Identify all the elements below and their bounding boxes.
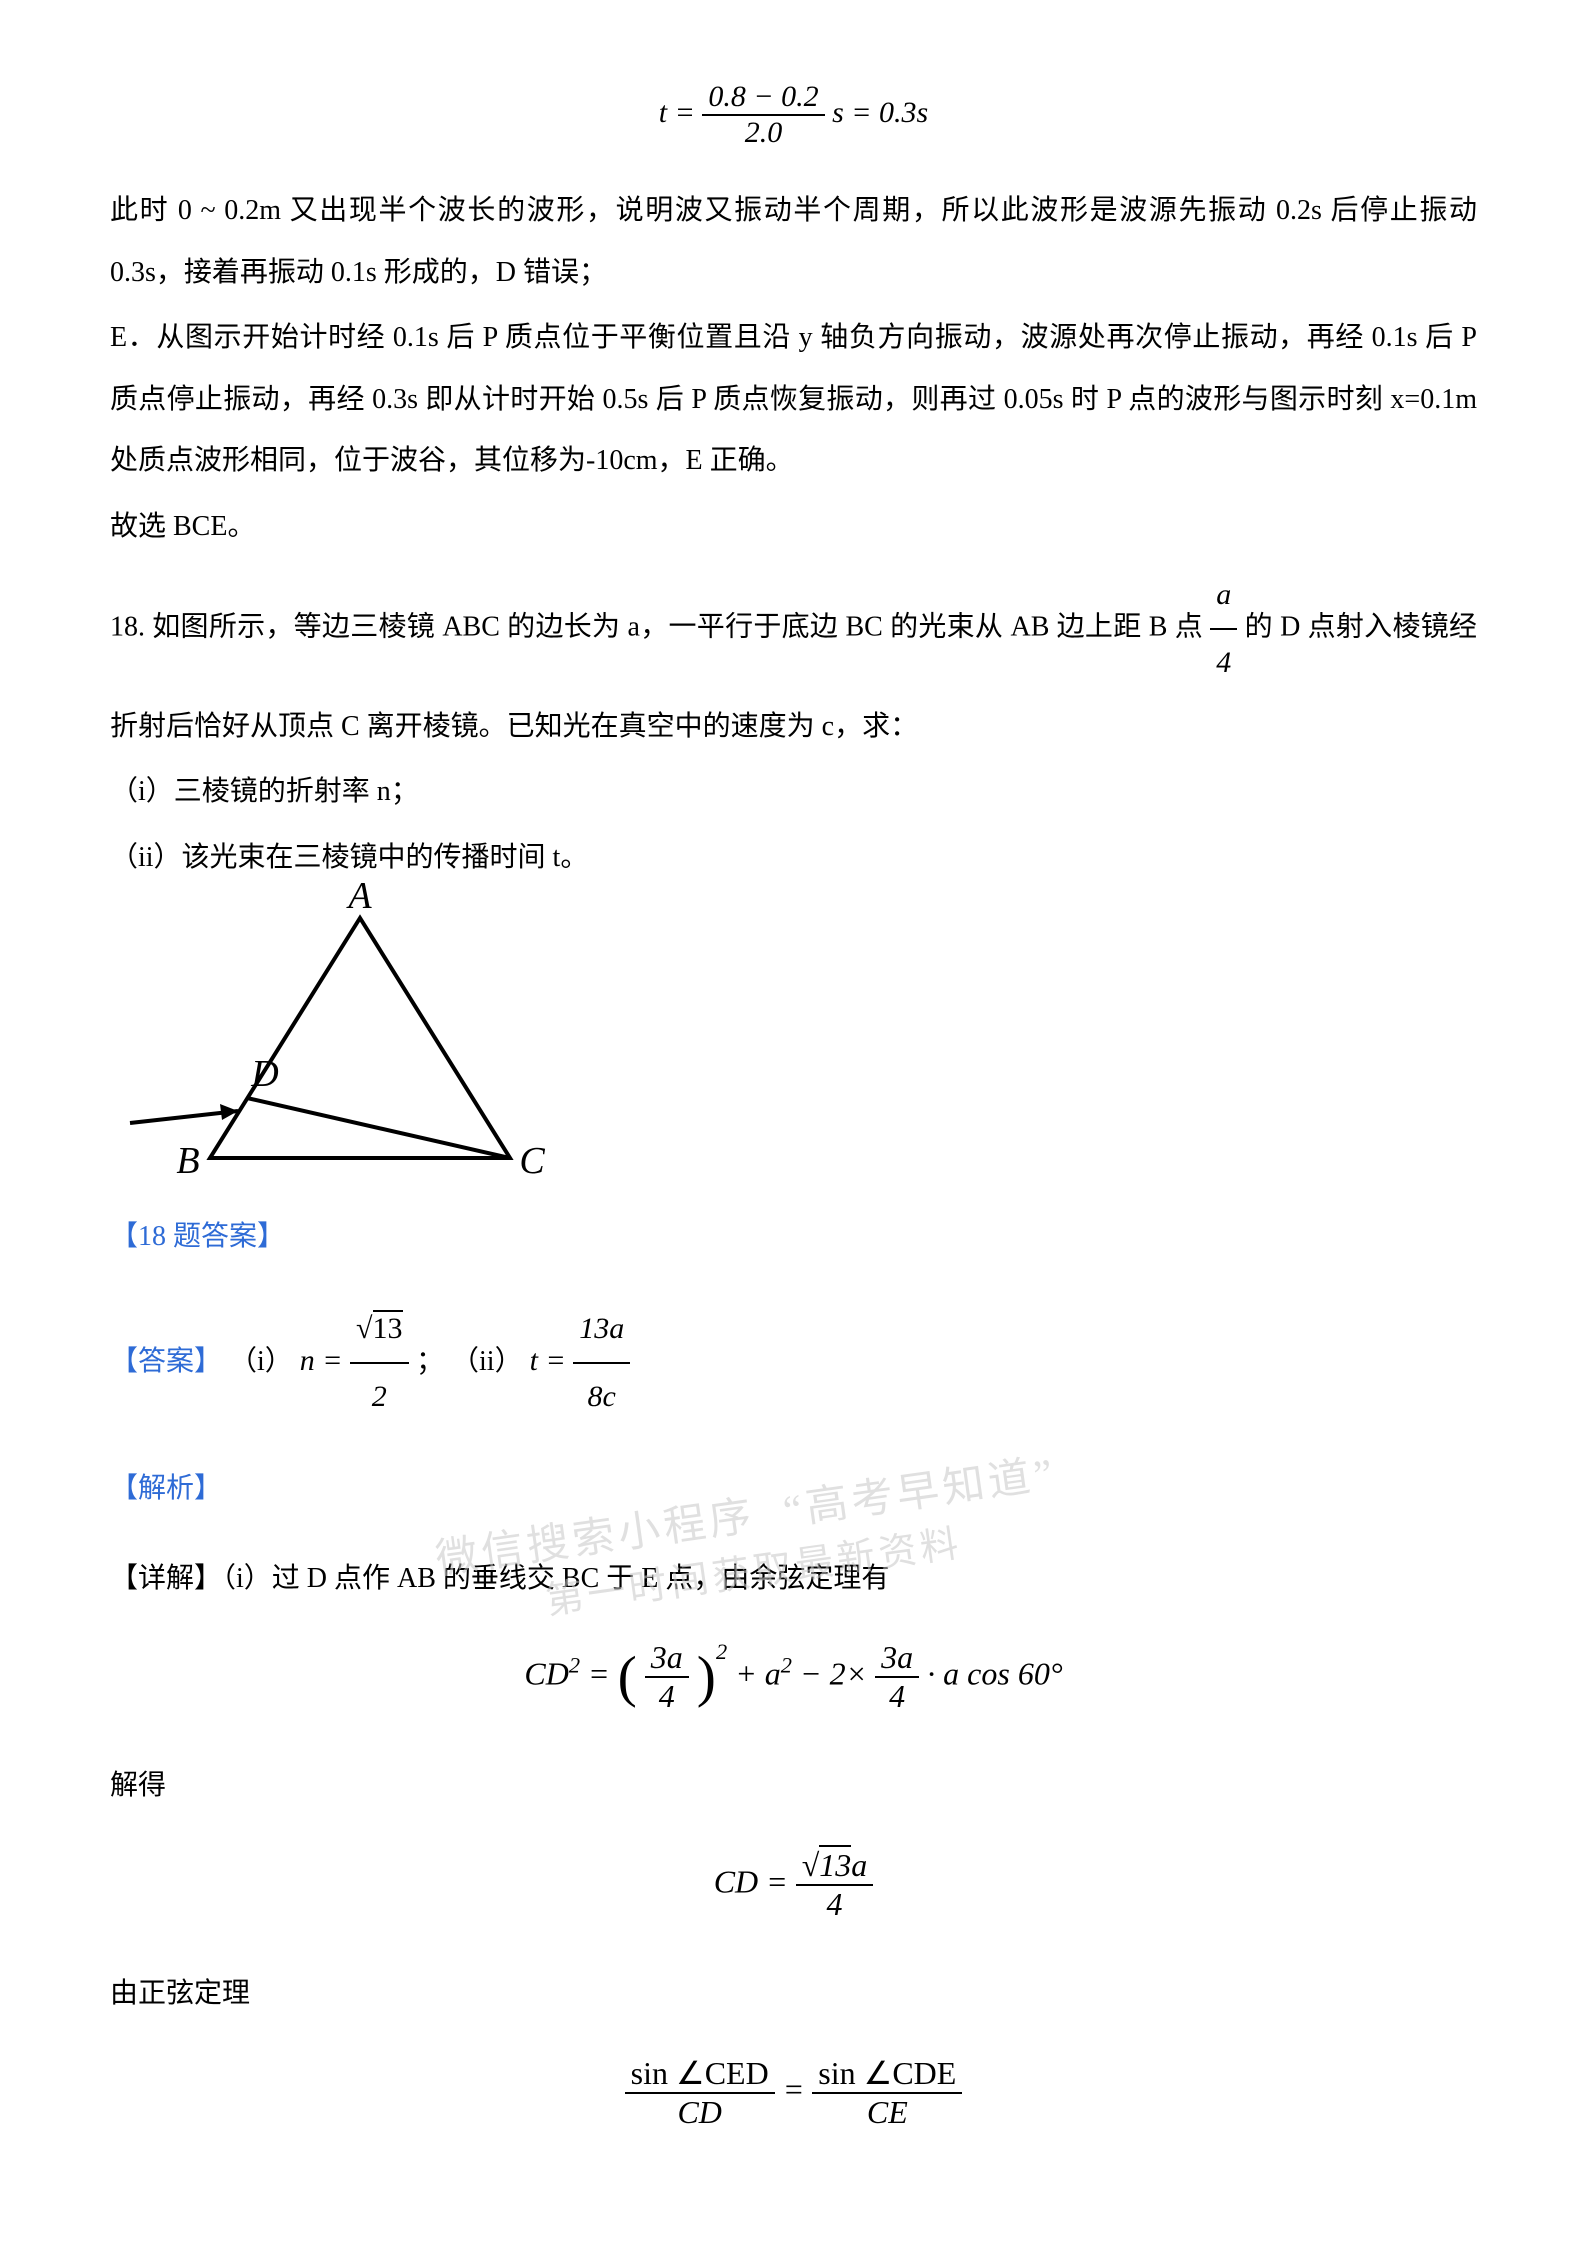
cd2-plus: + a [735,1655,781,1691]
label-D: D [250,1053,278,1095]
equation-sine-rule: sin ∠CED CD = sin ∠CDE CE [110,2054,1477,2131]
ans-i-prefix: （i） [229,1346,293,1377]
equation-cd: CD = √13a 4 [110,1847,1477,1923]
cd2-eq: = [588,1655,618,1691]
sine-r-num: sin ∠CDE [812,2054,962,2094]
ans-ii-den: 8c [573,1364,630,1430]
sine-l-num: sin ∠CED [625,2054,775,2094]
prism-diagram: A B C D 微信搜索小程序 “高考早知道” 第一时间获取最新资料 [100,898,700,1178]
ans-sep: ； [416,1346,444,1377]
eq-den: 2.0 [702,116,824,150]
cd-sqrt-arg: 13 [819,1845,851,1883]
sine-eq: = [783,2071,813,2107]
cd-eq: = [766,1863,796,1899]
cd-lhs: CD [714,1863,758,1899]
cd2-minus: − 2× [800,1655,867,1691]
eq-tail: s = 0.3s [832,96,928,129]
label-A: A [345,875,372,917]
cd2-a-sup: 2 [781,1653,792,1678]
eq-frac: 0.8 − 0.2 2.0 [702,80,824,150]
ans-ii-eq: = [545,1344,565,1377]
q18-part-ii: （ii）该光束在三棱镜中的传播时间 t。 [110,827,1477,889]
paragraph-1: 此时 0 ~ 0.2m 又出现半个波长的波形，说明波又振动半个周期，所以此波形是… [110,180,1477,303]
ans-i-frac: √13 2 [350,1296,408,1430]
eq-var: t [659,96,667,129]
cd2-t3-den: 4 [875,1678,919,1715]
frac-a4: a 4 [1210,562,1237,696]
ans-ii-var: t [530,1344,538,1377]
answer-label: 【答案】 [110,1346,222,1377]
detail-text: （i）过 D 点作 AB 的垂线交 BC 于 E 点，由余弦定理有 [222,1563,889,1594]
cd2-t1-sup: 2 [716,1639,727,1664]
ans-i-eq: = [322,1344,342,1377]
ans-ii-frac: 13a 8c [573,1296,630,1430]
page: t = 0.8 − 0.2 2.0 s = 0.3s 此时 0 ~ 0.2m 又… [0,0,1587,2245]
cd2-lhs: CD [524,1655,568,1691]
cd-frac: √13a 4 [796,1847,874,1923]
detail-label: 【详解】 [110,1563,222,1594]
analysis-label: 【解析】 [110,1458,1477,1520]
question-18: 18. 如图所示，等边三棱镜 ABC 的边长为 a，一平行于底边 BC 的光束从… [110,562,1477,758]
equation-t: t = 0.8 − 0.2 2.0 s = 0.3s [110,80,1477,150]
q18-text-a: 18. 如图所示，等边三棱镜 ABC 的边长为 a，一平行于底边 BC 的光束从… [110,611,1210,642]
cd2-t1-den: 4 [645,1678,689,1715]
sine-r-den: CE [812,2094,962,2131]
frac-a4-den: 4 [1210,630,1237,696]
cd2-t3-num: 3a [875,1639,919,1678]
answer-line: 【答案】 （i） n = √13 2 ； （ii） t = 13a 8c [110,1296,1477,1430]
answer-header: 【18 题答案】 [110,1206,1477,1268]
eq-num: 0.8 − 0.2 [702,80,824,116]
eq-eq: = [675,96,695,129]
refracted-ray [247,1098,510,1158]
cd2-term1: 3a 4 [645,1639,689,1715]
label-B: B [176,1140,199,1182]
sine-left: sin ∠CED CD [625,2054,775,2131]
paragraph-3: 故选 BCE。 [110,496,1477,558]
ans-i-den: 2 [350,1364,408,1430]
ans-ii-num: 13a [573,1296,630,1364]
sine-l-den: CD [625,2094,775,2131]
cd2-sup: 2 [569,1653,580,1678]
cd-den: 4 [796,1886,874,1923]
prism-svg: A B C D [100,898,700,1178]
frac-a4-num: a [1210,562,1237,630]
cd-num-tail: a [851,1847,867,1883]
ans-i-sqrt: 13 [373,1310,403,1345]
detail-paragraph: 【详解】（i）过 D 点作 AB 的垂线交 BC 于 E 点，由余弦定理有 [110,1548,1477,1610]
label-C: C [519,1140,545,1182]
equation-cd-squared: CD2 = ( 3a 4 )2 + a2 − 2× 3a 4 · a cos 6… [110,1639,1477,1715]
cd2-term3: 3a 4 [875,1639,919,1715]
ans-ii-prefix: （ii） [451,1346,523,1377]
cd2-t1-num: 3a [645,1639,689,1678]
paragraph-2: E．从图示开始计时经 0.1s 后 P 质点位于平衡位置且沿 y 轴负方向振动，… [110,307,1477,492]
ans-i-var: n [300,1344,315,1377]
solve-label: 解得 [110,1755,1477,1817]
sine-label: 由正弦定理 [110,1963,1477,2025]
q18-part-i: （i）三棱镜的折射率 n； [110,761,1477,823]
sine-right: sin ∠CDE CE [812,2054,962,2131]
cd2-tail: · a cos 60° [927,1655,1062,1691]
